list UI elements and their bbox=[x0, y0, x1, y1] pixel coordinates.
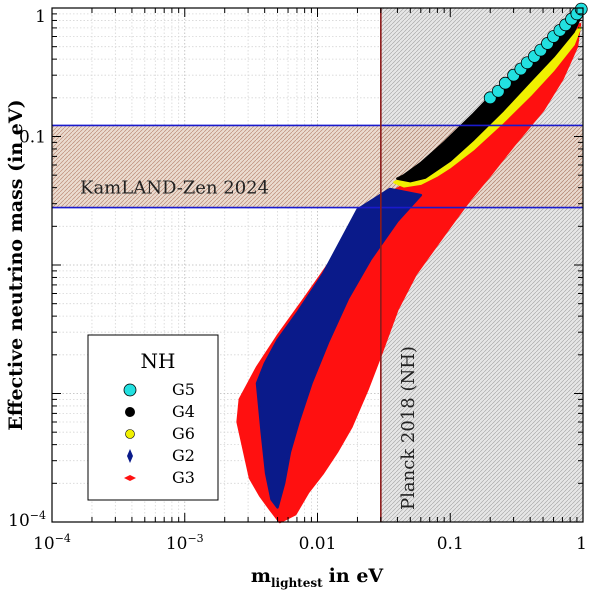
y-tick-label: 10−4 bbox=[8, 509, 46, 531]
y-tick-label: 0.1 bbox=[19, 128, 46, 148]
data-series bbox=[236, 2, 588, 524]
legend-entry-g3: G3 bbox=[124, 468, 195, 487]
planck-label: Planck 2018 (NH) bbox=[398, 346, 419, 510]
y-axis-title: Effective neutrino mass (in eV) bbox=[5, 99, 27, 430]
legend-marker bbox=[125, 407, 135, 417]
tick-labels: 10−4 10−3 0.01 0.1 1 10−4 0.1 1 bbox=[8, 7, 587, 554]
region-g2 bbox=[255, 187, 423, 509]
band-labels: KamLAND-Zen 2024 Planck 2018 (NH) bbox=[80, 178, 419, 510]
legend-entry-g2: G2 bbox=[127, 446, 195, 465]
x-tick-label: 10−4 bbox=[33, 532, 71, 554]
series-g5 bbox=[483, 2, 588, 105]
legend-label: G6 bbox=[172, 424, 195, 443]
x-axis-title: mlightest in eV bbox=[251, 565, 385, 590]
legend-label: G2 bbox=[172, 446, 195, 465]
x-tick-label: 10−3 bbox=[166, 532, 204, 554]
kamland-label: KamLAND-Zen 2024 bbox=[80, 178, 269, 199]
band-edges bbox=[52, 8, 583, 522]
point-g5 bbox=[498, 76, 512, 90]
x-tick-label: 1 bbox=[576, 534, 587, 554]
series-g2 bbox=[255, 187, 423, 509]
legend-label: G4 bbox=[172, 402, 195, 421]
legend-entry-g4: G4 bbox=[125, 402, 195, 421]
legend-marker bbox=[123, 383, 137, 397]
legend-box bbox=[87, 334, 219, 501]
point-g5 bbox=[574, 2, 588, 16]
legend-marker bbox=[124, 475, 136, 481]
legend-label: G3 bbox=[172, 468, 195, 487]
axes bbox=[51, 7, 584, 523]
legend-label: G5 bbox=[172, 380, 195, 399]
legend: NH G5 G4 G6 G2 G3 bbox=[87, 334, 219, 501]
x-axis-title-sub: lightest bbox=[271, 576, 323, 590]
x-tick-label: 0.01 bbox=[299, 534, 337, 554]
y-tick-label: 1 bbox=[35, 7, 46, 27]
legend-marker bbox=[127, 449, 133, 463]
x-axis-title-unit: in eV bbox=[329, 565, 385, 587]
legend-marker bbox=[125, 429, 135, 439]
point-g5 bbox=[491, 84, 505, 98]
x-axis-title-main: m bbox=[251, 565, 271, 587]
x-tick-label: 0.1 bbox=[437, 534, 464, 554]
legend-entry-g6: G6 bbox=[125, 424, 195, 443]
legend-entry-g5: G5 bbox=[123, 380, 195, 399]
legend-title: NH bbox=[141, 349, 176, 373]
